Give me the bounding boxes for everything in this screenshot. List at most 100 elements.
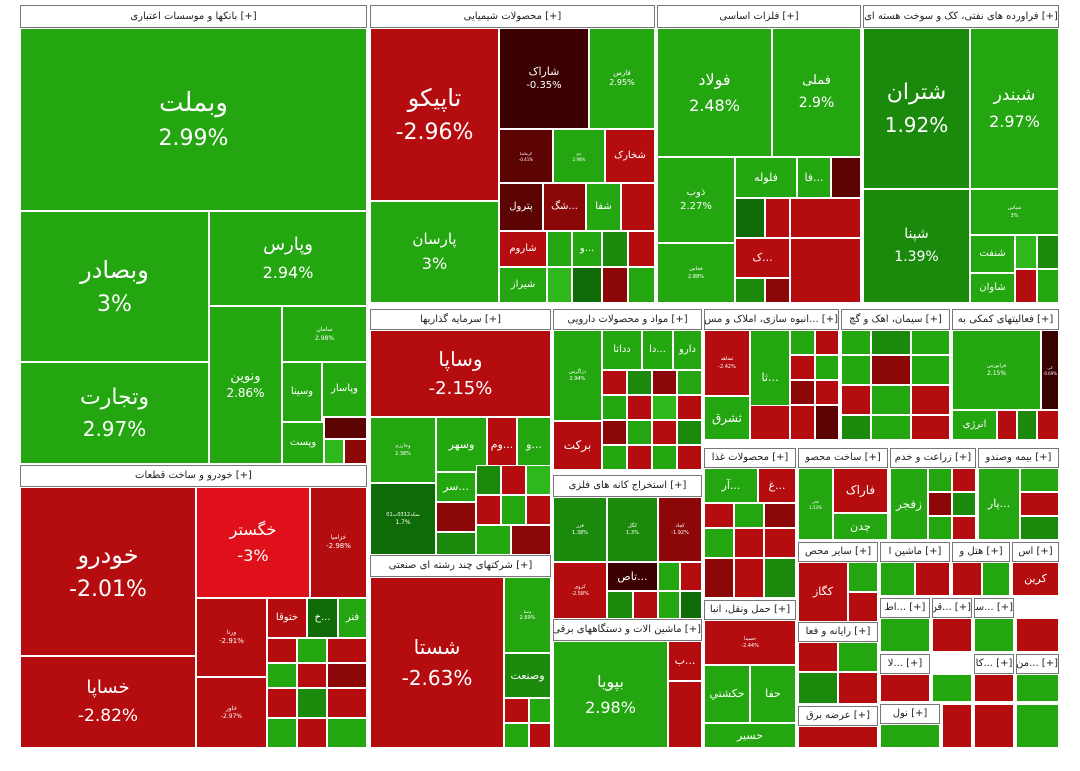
- small-stock-tile[interactable]: [1020, 468, 1059, 492]
- small-stock-tile[interactable]: [297, 663, 327, 688]
- small-stock-tile[interactable]: [841, 415, 871, 440]
- small-stock-tile[interactable]: [652, 420, 677, 445]
- sector-header[interactable]: [+] سرمایه گذاریها: [370, 309, 551, 330]
- small-stock-tile[interactable]: [704, 558, 734, 598]
- small-stock-tile[interactable]: [297, 688, 327, 718]
- stock-tile[interactable]: ونوین 2.86%: [209, 306, 282, 464]
- small-stock-tile[interactable]: [911, 355, 950, 385]
- stock-tile[interactable]: شاروم: [499, 231, 547, 267]
- sector-header[interactable]: [+] محصولات غذا: [704, 448, 796, 468]
- stock-tile[interactable]: فزر 1.38%: [553, 497, 607, 562]
- small-stock-tile[interactable]: [848, 562, 878, 592]
- stock-tile[interactable]: شنفت: [970, 235, 1015, 273]
- small-stock-tile[interactable]: [627, 445, 652, 470]
- small-stock-tile[interactable]: [628, 267, 655, 303]
- stock-tile[interactable]: حسير: [704, 723, 796, 748]
- sector-header[interactable]: [+] ...انبوه سازی، املاک و مس: [704, 309, 839, 330]
- small-stock-tile[interactable]: [734, 558, 764, 598]
- small-stock-tile[interactable]: [798, 642, 838, 672]
- small-stock-tile[interactable]: [501, 465, 526, 495]
- small-stock-tile[interactable]: [880, 562, 915, 596]
- small-stock-tile[interactable]: [871, 355, 911, 385]
- small-stock-tile[interactable]: [815, 330, 839, 355]
- small-stock-tile[interactable]: [628, 231, 655, 267]
- stock-tile[interactable]: کگاز: [798, 562, 848, 622]
- stock-tile[interactable]: ختوقا: [267, 598, 307, 638]
- stock-tile[interactable]: شاراک -0.35%: [499, 28, 589, 129]
- stock-tile[interactable]: فخاس 2.88%: [657, 243, 735, 303]
- small-stock-tile[interactable]: [627, 420, 652, 445]
- stock-tile[interactable]: چدن: [833, 513, 888, 540]
- small-stock-tile[interactable]: [327, 638, 367, 663]
- stock-tile[interactable]: وتجارت 2.97%: [20, 362, 209, 464]
- sector-header[interactable]: [+] ماشین الات و دستگاههای برقی: [553, 619, 702, 641]
- stock-tile[interactable]: ثشاهد -2.42%: [704, 330, 750, 396]
- sector-header[interactable]: [+] فعالیتهای کمکی به: [952, 309, 1059, 330]
- small-stock-tile[interactable]: [602, 370, 627, 395]
- small-stock-tile[interactable]: [764, 528, 796, 558]
- sector-header[interactable]: [+] سیمان، اهک و گچ: [841, 309, 950, 330]
- sector-header[interactable]: [+] شرکتهای چند رشته ای صنعتی: [370, 555, 551, 577]
- stock-tile[interactable]: انرژی: [952, 410, 997, 440]
- stock-tile[interactable]: ...وم: [487, 417, 517, 472]
- small-stock-tile[interactable]: [735, 278, 765, 303]
- stock-tile[interactable]: پترول: [499, 183, 543, 231]
- small-stock-tile[interactable]: [952, 492, 976, 516]
- small-stock-tile[interactable]: [627, 370, 652, 395]
- small-stock-tile[interactable]: [504, 698, 529, 723]
- small-stock-tile[interactable]: [880, 618, 930, 652]
- small-stock-tile[interactable]: [1015, 235, 1037, 269]
- stock-tile[interactable]: پارسان 3%: [370, 201, 499, 303]
- small-stock-tile[interactable]: [652, 370, 677, 395]
- small-stock-tile[interactable]: [267, 663, 297, 688]
- small-stock-tile[interactable]: [765, 278, 790, 303]
- stock-tile[interactable]: شپاس 3%: [970, 189, 1059, 235]
- stock-tile[interactable]: ...خ: [307, 598, 338, 638]
- small-stock-tile[interactable]: [1037, 410, 1059, 440]
- small-stock-tile[interactable]: [327, 718, 367, 748]
- small-stock-tile[interactable]: [526, 495, 551, 525]
- stock-tile[interactable]: شپنا 1.39%: [863, 189, 970, 303]
- small-stock-tile[interactable]: [327, 688, 367, 718]
- small-stock-tile[interactable]: [652, 395, 677, 420]
- small-stock-tile[interactable]: [871, 415, 911, 440]
- small-stock-tile[interactable]: [501, 495, 526, 525]
- stock-tile[interactable]: ذوب 2.27%: [657, 157, 735, 243]
- small-stock-tile[interactable]: [952, 562, 982, 596]
- sector-header[interactable]: [+] فراورده های نفتی، کک و سوخت هسته ای: [863, 5, 1059, 28]
- stock-tile[interactable]: خزامیا -2.98%: [310, 487, 367, 598]
- small-stock-tile[interactable]: [928, 516, 952, 540]
- small-stock-tile[interactable]: [798, 726, 878, 748]
- stock-tile[interactable]: فلوله: [735, 157, 797, 198]
- small-stock-tile[interactable]: [932, 618, 972, 652]
- stock-tile[interactable]: فاراک: [833, 468, 888, 513]
- small-stock-tile[interactable]: [677, 370, 702, 395]
- small-stock-tile[interactable]: [511, 525, 551, 555]
- stock-tile[interactable]: ...پار: [978, 468, 1020, 540]
- small-stock-tile[interactable]: [297, 718, 327, 748]
- small-stock-tile[interactable]: [841, 385, 871, 415]
- stock-tile[interactable]: زفجر: [890, 468, 928, 540]
- small-stock-tile[interactable]: [627, 395, 652, 420]
- stock-tile[interactable]: خودرو -2.01%: [20, 487, 196, 656]
- small-stock-tile[interactable]: [798, 672, 838, 704]
- stock-tile[interactable]: ...سر: [436, 472, 476, 502]
- sector-header[interactable]: [+] رایانه و فعا: [798, 622, 878, 642]
- stock-tile[interactable]: شفا: [586, 183, 621, 231]
- small-stock-tile[interactable]: [602, 267, 628, 303]
- stock-tile[interactable]: کرین: [1012, 562, 1059, 596]
- small-stock-tile[interactable]: [1020, 492, 1059, 516]
- sector-header[interactable]: [+] ...سا: [974, 598, 1014, 618]
- small-stock-tile[interactable]: [838, 642, 878, 672]
- small-stock-tile[interactable]: [790, 330, 815, 355]
- small-stock-tile[interactable]: [928, 492, 952, 516]
- small-stock-tile[interactable]: [928, 468, 952, 492]
- small-stock-tile[interactable]: [790, 405, 815, 440]
- small-stock-tile[interactable]: [1037, 269, 1059, 303]
- small-stock-tile[interactable]: [997, 410, 1017, 440]
- stock-tile[interactable]: حفا: [750, 665, 796, 723]
- small-stock-tile[interactable]: [952, 516, 976, 540]
- small-stock-tile[interactable]: [974, 618, 1014, 652]
- stock-tile[interactable]: شستا -2.63%: [370, 577, 504, 748]
- small-stock-tile[interactable]: [1016, 674, 1059, 702]
